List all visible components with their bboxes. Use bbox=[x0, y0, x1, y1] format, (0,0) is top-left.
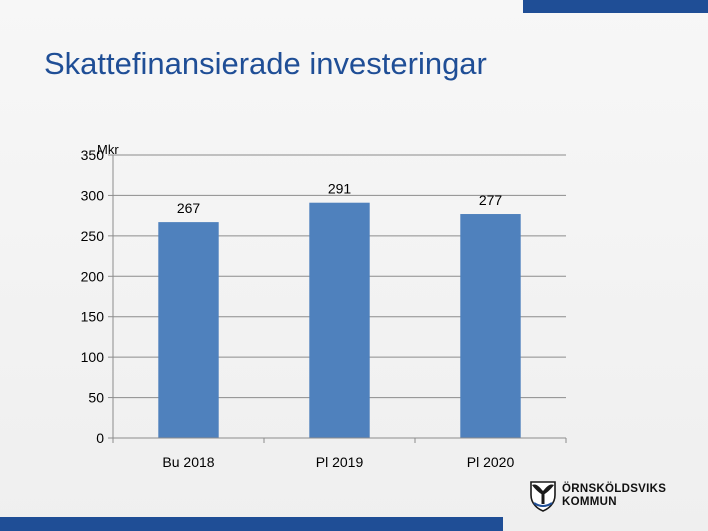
x-tick-label: Pl 2020 bbox=[467, 454, 515, 470]
bar-1 bbox=[158, 222, 219, 438]
y-tick-label: 50 bbox=[88, 390, 104, 406]
bar-2 bbox=[309, 202, 370, 438]
y-tick-label: 100 bbox=[81, 349, 105, 365]
crest-icon bbox=[530, 481, 556, 512]
x-tick-label: Pl 2019 bbox=[316, 454, 364, 470]
chart-bars bbox=[158, 202, 521, 438]
y-tick-label: 350 bbox=[81, 147, 105, 163]
data-label: 267 bbox=[177, 200, 201, 216]
data-label: 291 bbox=[328, 181, 352, 197]
y-tick-labels: 0 50 100 150 200 250 300 350 bbox=[81, 147, 105, 446]
data-labels: 267 291 277 bbox=[177, 181, 503, 216]
bottom-accent-bar bbox=[0, 517, 503, 531]
logo-line-2: KOMMUN bbox=[562, 496, 617, 508]
y-tick-label: 200 bbox=[81, 268, 105, 284]
bar-3 bbox=[460, 214, 521, 438]
y-tick-label: 250 bbox=[81, 228, 105, 244]
y-tick-label: 0 bbox=[96, 430, 104, 446]
logo-wordmark: ÖRNSKÖLDSVIKS KOMMUN bbox=[562, 483, 666, 509]
y-tick-label: 300 bbox=[81, 187, 105, 203]
y-tick-label: 150 bbox=[81, 309, 105, 325]
slide-title: Skattefinansierade investeringar bbox=[44, 46, 487, 81]
data-label: 277 bbox=[479, 192, 503, 208]
x-tick-label: Bu 2018 bbox=[162, 454, 214, 470]
x-tick-labels: Bu 2018 Pl 2019 Pl 2020 bbox=[162, 454, 514, 470]
municipality-logo: ÖRNSKÖLDSVIKS KOMMUN bbox=[528, 479, 698, 515]
y-axis-label: Mkr bbox=[97, 142, 119, 157]
top-accent-bar bbox=[523, 0, 708, 13]
chart-axes bbox=[112, 155, 566, 439]
logo-line-1: ÖRNSKÖLDSVIKS bbox=[562, 483, 667, 495]
